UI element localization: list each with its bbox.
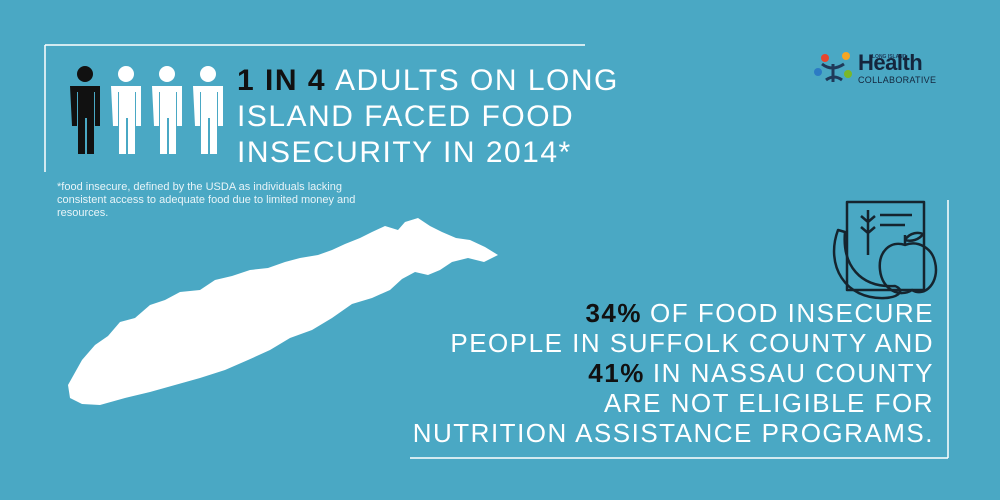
headline-text: ADULTS ON LONG [335,64,619,97]
headline-line: ISLAND FACED FOOD [237,100,575,133]
person-icon [152,66,182,154]
headline-line: INSECURITY IN 2014* [237,136,572,169]
headline: 1 IN 4 ADULTS ON LONG ISLAND FACED FOOD I… [237,63,619,171]
logo-mark [814,52,852,82]
statement-highlight: 34% [585,298,642,328]
food-icon [832,200,938,300]
statement-text: IN NASSAU COUNTY [652,358,934,388]
logo-dot [844,70,852,78]
logo-subtitle: COLLABORATIVE [858,75,937,85]
statement: 34% OF FOOD INSECURE PEOPLE IN SUFFOLK CO… [413,298,934,448]
logo-dot [842,52,850,60]
logo-region: LONG ISLAND [872,54,907,60]
headline-line: 1 IN 4 ADULTS ON LONG [237,63,619,99]
people-icons [70,66,223,154]
food-icon-wheat [860,210,876,255]
frame [44,44,949,459]
statement-highlight: 41% [588,358,645,388]
person-icon [70,66,100,154]
statement-line: PEOPLE IN SUFFOLK COUNTY AND [450,328,934,358]
logo-dot [814,68,822,76]
person-icon [193,66,223,154]
logo-figure [821,62,845,82]
logo-dot [821,54,829,62]
statement-line: ARE NOT ELIGIBLE FOR [603,388,934,418]
statement-text: OF FOOD INSECURE [649,298,934,328]
logo-name: Health [858,50,923,75]
footnote: *food insecure, defined by the USDA as i… [57,181,356,219]
person-icon [111,66,141,154]
food-icon-apple [878,231,938,295]
statement-line: NUTRITION ASSISTANCE PROGRAMS. [412,418,934,448]
long-island-map [68,218,498,405]
statement-line: 41% IN NASSAU COUNTY [413,358,934,388]
statement-line: 34% OF FOOD INSECURE [413,298,934,328]
headline-highlight: 1 IN 4 [237,64,327,97]
